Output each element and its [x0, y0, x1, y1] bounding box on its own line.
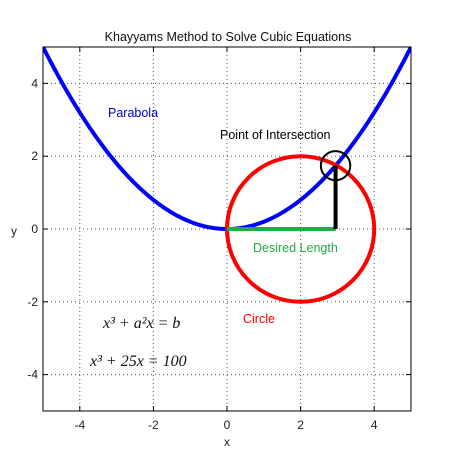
- equation-specific: x³ + 25x = 100: [89, 353, 187, 370]
- series-clip-group: [43, 47, 411, 304]
- y-tick-label: 2: [31, 149, 38, 163]
- equation-general: x³ + a²x = b: [102, 315, 180, 332]
- x-tick-label: 0: [224, 418, 231, 432]
- circle-label: Circle: [243, 312, 275, 326]
- axes-frame: [42, 46, 412, 412]
- x-tick-label: -4: [74, 418, 85, 432]
- length-label: Desired Length: [253, 241, 338, 255]
- x-tick-label: -2: [148, 418, 159, 432]
- y-tick-label: 0: [31, 222, 38, 236]
- y-ticks: -4 -2 0 2 4: [27, 76, 411, 382]
- y-tick-label: -2: [27, 295, 38, 309]
- y-tick-label: -4: [27, 368, 38, 382]
- chart-title: Khayyams Method to Solve Cubic Equations: [105, 30, 352, 44]
- x-axis-label: x: [224, 435, 230, 449]
- parabola-label: Parabola: [108, 106, 158, 120]
- x-tick-label: 2: [297, 418, 304, 432]
- y-axis-label: y: [11, 224, 17, 238]
- y-tick-label: 4: [31, 76, 38, 90]
- intersection-label: Point of Intersection: [220, 128, 331, 142]
- series-layer: [43, 47, 411, 304]
- x-ticks: -4 -2 0 2 4: [74, 47, 378, 432]
- x-tick-label: 4: [371, 418, 378, 432]
- intersection-marker: [319, 150, 352, 182]
